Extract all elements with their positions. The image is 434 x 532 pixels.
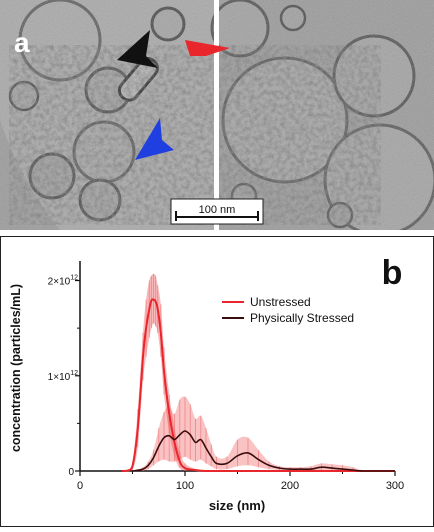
micrograph-panel: a 100 nm (0, 0, 434, 230)
y-tick-label: 1×1012 (48, 370, 78, 383)
chart-panel: b 0 100 200 300 0 1×1012 2×1012 Unstressed Physi… (0, 236, 434, 527)
micrograph-image: a 100 nm (0, 0, 434, 230)
size-distribution-chart: b 0 100 200 300 0 1×1012 2×1012 Unstressed Physi… (0, 236, 434, 527)
legend-label: Physically Stressed (250, 311, 354, 325)
y-tick-label: 0 (68, 467, 74, 478)
panel-divider (214, 0, 219, 230)
scale-bar: 100 nm (170, 198, 264, 225)
x-axis-label: size (nm) (209, 498, 265, 513)
legend-label: Unstressed (250, 295, 311, 309)
y-tick-label: 2×1012 (48, 275, 78, 288)
blue-arrow (135, 118, 174, 160)
y-axis-label: concentration (particles/mL) (9, 284, 23, 452)
black-arrow (117, 30, 158, 68)
x-tick-label: 0 (77, 480, 83, 492)
red-arrow (185, 40, 230, 56)
chart-frame (0, 236, 434, 527)
series-line-unstressed (121, 298, 395, 472)
x-tick-label: 200 (281, 480, 299, 492)
panel-label-b: b (382, 254, 403, 292)
x-tick-label: 300 (386, 480, 404, 492)
scale-bar-label: 100 nm (199, 204, 236, 216)
series-line-physically-stressed (132, 430, 395, 472)
x-tick-label: 100 (176, 480, 194, 492)
panel-label-a: a (14, 27, 30, 58)
error-band (132, 396, 395, 471)
